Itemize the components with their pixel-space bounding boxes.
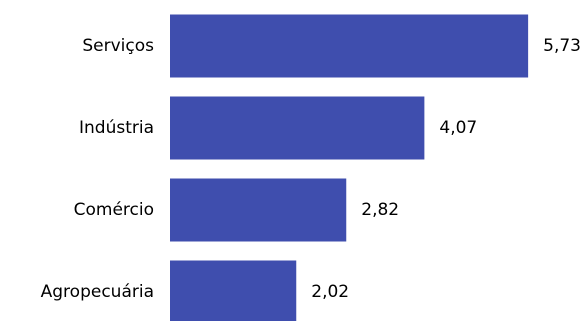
bar-agropecuaria xyxy=(170,260,297,321)
category-labels: Serviços Indústria Comércio Agropecuária xyxy=(41,36,154,302)
category-label-industria: Indústria xyxy=(79,118,154,138)
category-label-servicos: Serviços xyxy=(82,36,154,56)
value-label-industria: 4,07 xyxy=(439,118,477,138)
bar-industria xyxy=(170,96,425,160)
category-label-agropecuaria: Agropecuária xyxy=(41,282,154,302)
value-label-comercio: 2,82 xyxy=(361,200,399,220)
bar-comercio xyxy=(170,178,347,242)
value-label-agropecuaria: 2,02 xyxy=(311,282,349,302)
bars-group xyxy=(170,14,529,321)
value-labels: 5,73 4,07 2,82 2,02 xyxy=(311,36,581,302)
category-label-comercio: Comércio xyxy=(74,200,154,220)
value-label-servicos: 5,73 xyxy=(543,36,581,56)
bar-servicos xyxy=(170,14,529,78)
